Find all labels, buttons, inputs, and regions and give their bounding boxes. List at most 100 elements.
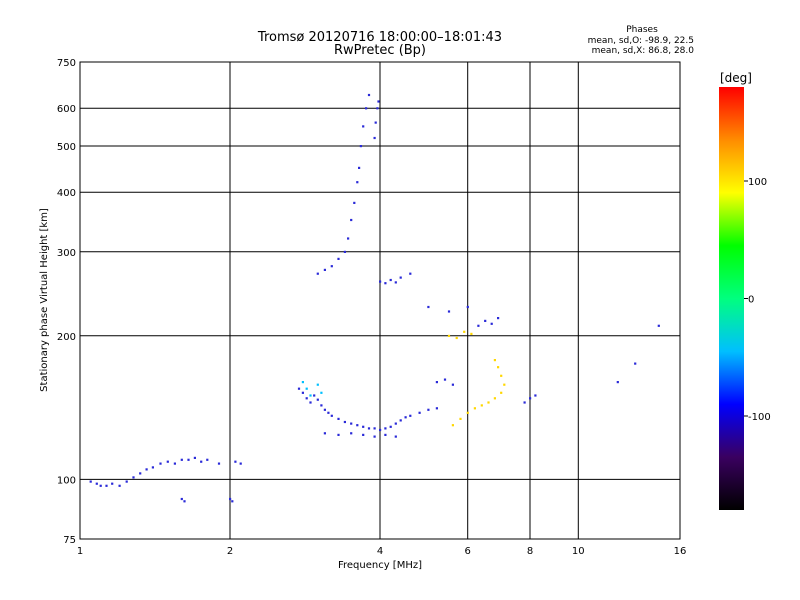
x-axis-label: Frequency [MHz]: [338, 560, 422, 571]
data-point: [337, 257, 340, 260]
data-point: [350, 432, 353, 435]
data-point: [404, 416, 407, 419]
data-point: [353, 201, 356, 204]
data-point: [427, 305, 430, 309]
chart-subtitle: RwPretec (Bp): [334, 43, 426, 58]
stats-heading: Phases: [626, 25, 658, 35]
data-point: [394, 422, 397, 425]
data-point: [316, 398, 319, 401]
data-point: [493, 359, 496, 362]
data-point: [309, 394, 312, 397]
data-point: [343, 250, 346, 253]
data-point: [330, 265, 333, 268]
y-axis-ticks: 75 100 200 300 400 500 600 750: [57, 58, 76, 546]
data-point: [480, 404, 483, 407]
data-point: [409, 414, 412, 417]
data-point: [139, 472, 142, 475]
y-tick-label: 400: [57, 188, 76, 199]
data-point: [183, 500, 186, 503]
colorbar-ticks: 100 0 -100: [744, 177, 771, 423]
data-point: [337, 433, 340, 436]
data-point: [427, 408, 430, 411]
data-point: [399, 276, 402, 279]
data-point: [367, 93, 371, 97]
data-point: [89, 480, 92, 483]
data-point: [657, 324, 660, 327]
data-point: [394, 281, 397, 284]
y-tick-label: 200: [57, 332, 76, 343]
x-tick-label: 10: [572, 546, 585, 557]
data-point: [473, 407, 476, 410]
data-point: [323, 268, 326, 271]
data-point: [125, 480, 128, 483]
data-point: [389, 278, 392, 282]
data-point: [350, 422, 353, 425]
data-point: [451, 383, 454, 386]
data-point: [490, 322, 493, 325]
data-point: [323, 432, 326, 435]
data-point: [373, 427, 376, 430]
data-point: [500, 374, 503, 377]
data-point: [105, 484, 108, 487]
data-point: [373, 435, 376, 438]
data-point: [217, 462, 221, 465]
data-point: [350, 218, 353, 222]
data-point: [374, 121, 377, 124]
data-point: [493, 397, 496, 400]
data-point: [173, 462, 176, 465]
data-point: [529, 397, 532, 400]
y-axis-label: Stationary phase Virtual Height [km]: [39, 208, 50, 392]
y-tick-label: 600: [57, 104, 76, 115]
data-point: [470, 332, 473, 335]
data-point: [193, 456, 196, 459]
data-point: [320, 404, 323, 407]
data-point: [305, 397, 308, 400]
data-point: [309, 401, 312, 404]
data-point: [166, 460, 169, 463]
data-point: [487, 401, 490, 404]
data-point: [356, 424, 359, 427]
data-point: [466, 305, 469, 309]
data-point: [187, 458, 190, 461]
data-point: [229, 497, 232, 501]
data-point: [443, 378, 447, 381]
data-point: [362, 425, 365, 428]
data-point: [616, 381, 619, 384]
data-point: [367, 427, 371, 430]
data-point: [365, 107, 368, 110]
data-point: [239, 462, 242, 465]
data-point: [111, 482, 114, 485]
data-point: [151, 466, 154, 469]
data-point: [301, 381, 304, 384]
data-point: [384, 433, 387, 436]
data-points: [89, 93, 660, 503]
data-point: [95, 482, 98, 485]
x-tick-label: 8: [527, 546, 533, 557]
data-point: [145, 468, 148, 471]
data-point: [323, 408, 326, 411]
data-point: [206, 458, 209, 461]
data-point: [534, 394, 537, 397]
stats-line-o: mean, sd,O: -98.9, 22.5: [588, 36, 694, 46]
data-point: [358, 166, 361, 169]
data-point: [316, 383, 319, 386]
data-point: [497, 317, 500, 320]
colorbar-label: [deg]: [720, 71, 752, 85]
y-tick-label: 100: [57, 475, 76, 486]
data-point: [399, 419, 402, 422]
data-point: [362, 125, 365, 128]
x-tick-label: 6: [465, 546, 471, 557]
y-tick-label: 75: [63, 535, 76, 546]
data-point: [316, 272, 319, 275]
data-point: [376, 107, 379, 110]
data-point: [379, 428, 382, 432]
data-point: [356, 181, 359, 184]
data-point: [330, 414, 333, 417]
data-point: [466, 411, 469, 414]
data-point: [409, 272, 412, 275]
data-point: [347, 237, 350, 240]
data-point: [327, 411, 330, 414]
x-tick-label: 4: [377, 546, 383, 557]
y-tick-label: 500: [57, 142, 76, 153]
x-axis-ticks: 1 2 4 6 8 10 16: [77, 546, 687, 557]
